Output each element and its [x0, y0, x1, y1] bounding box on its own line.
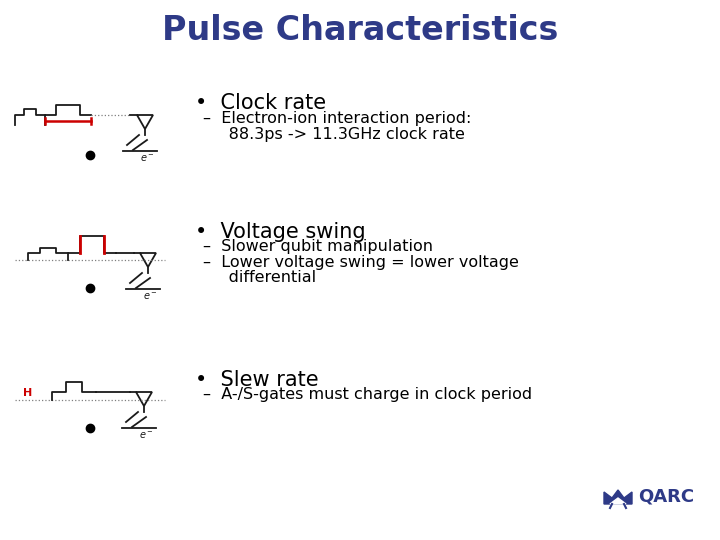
Text: –  A-/S-gates must charge in clock period: – A-/S-gates must charge in clock period [203, 388, 532, 402]
Text: $e^-$: $e^-$ [140, 153, 154, 164]
Text: –  Slower qubit manipulation: – Slower qubit manipulation [203, 240, 433, 254]
Text: •  Voltage swing: • Voltage swing [195, 222, 366, 242]
Polygon shape [604, 490, 632, 504]
Text: Pulse Characteristics: Pulse Characteristics [162, 14, 558, 46]
Text: QARC: QARC [638, 488, 694, 506]
Text: H: H [23, 388, 32, 398]
Text: $e^-$: $e^-$ [143, 291, 158, 302]
Polygon shape [610, 498, 626, 504]
Text: •  Clock rate: • Clock rate [195, 93, 326, 113]
Text: differential: differential [203, 269, 316, 285]
Text: 88.3ps -> 11.3GHz clock rate: 88.3ps -> 11.3GHz clock rate [203, 127, 465, 143]
Text: •  Slew rate: • Slew rate [195, 370, 319, 390]
Text: –  Electron-ion interaction period:: – Electron-ion interaction period: [203, 111, 472, 126]
Text: –  Lower voltage swing = lower voltage: – Lower voltage swing = lower voltage [203, 254, 519, 269]
Text: $e^-$: $e^-$ [138, 430, 153, 441]
